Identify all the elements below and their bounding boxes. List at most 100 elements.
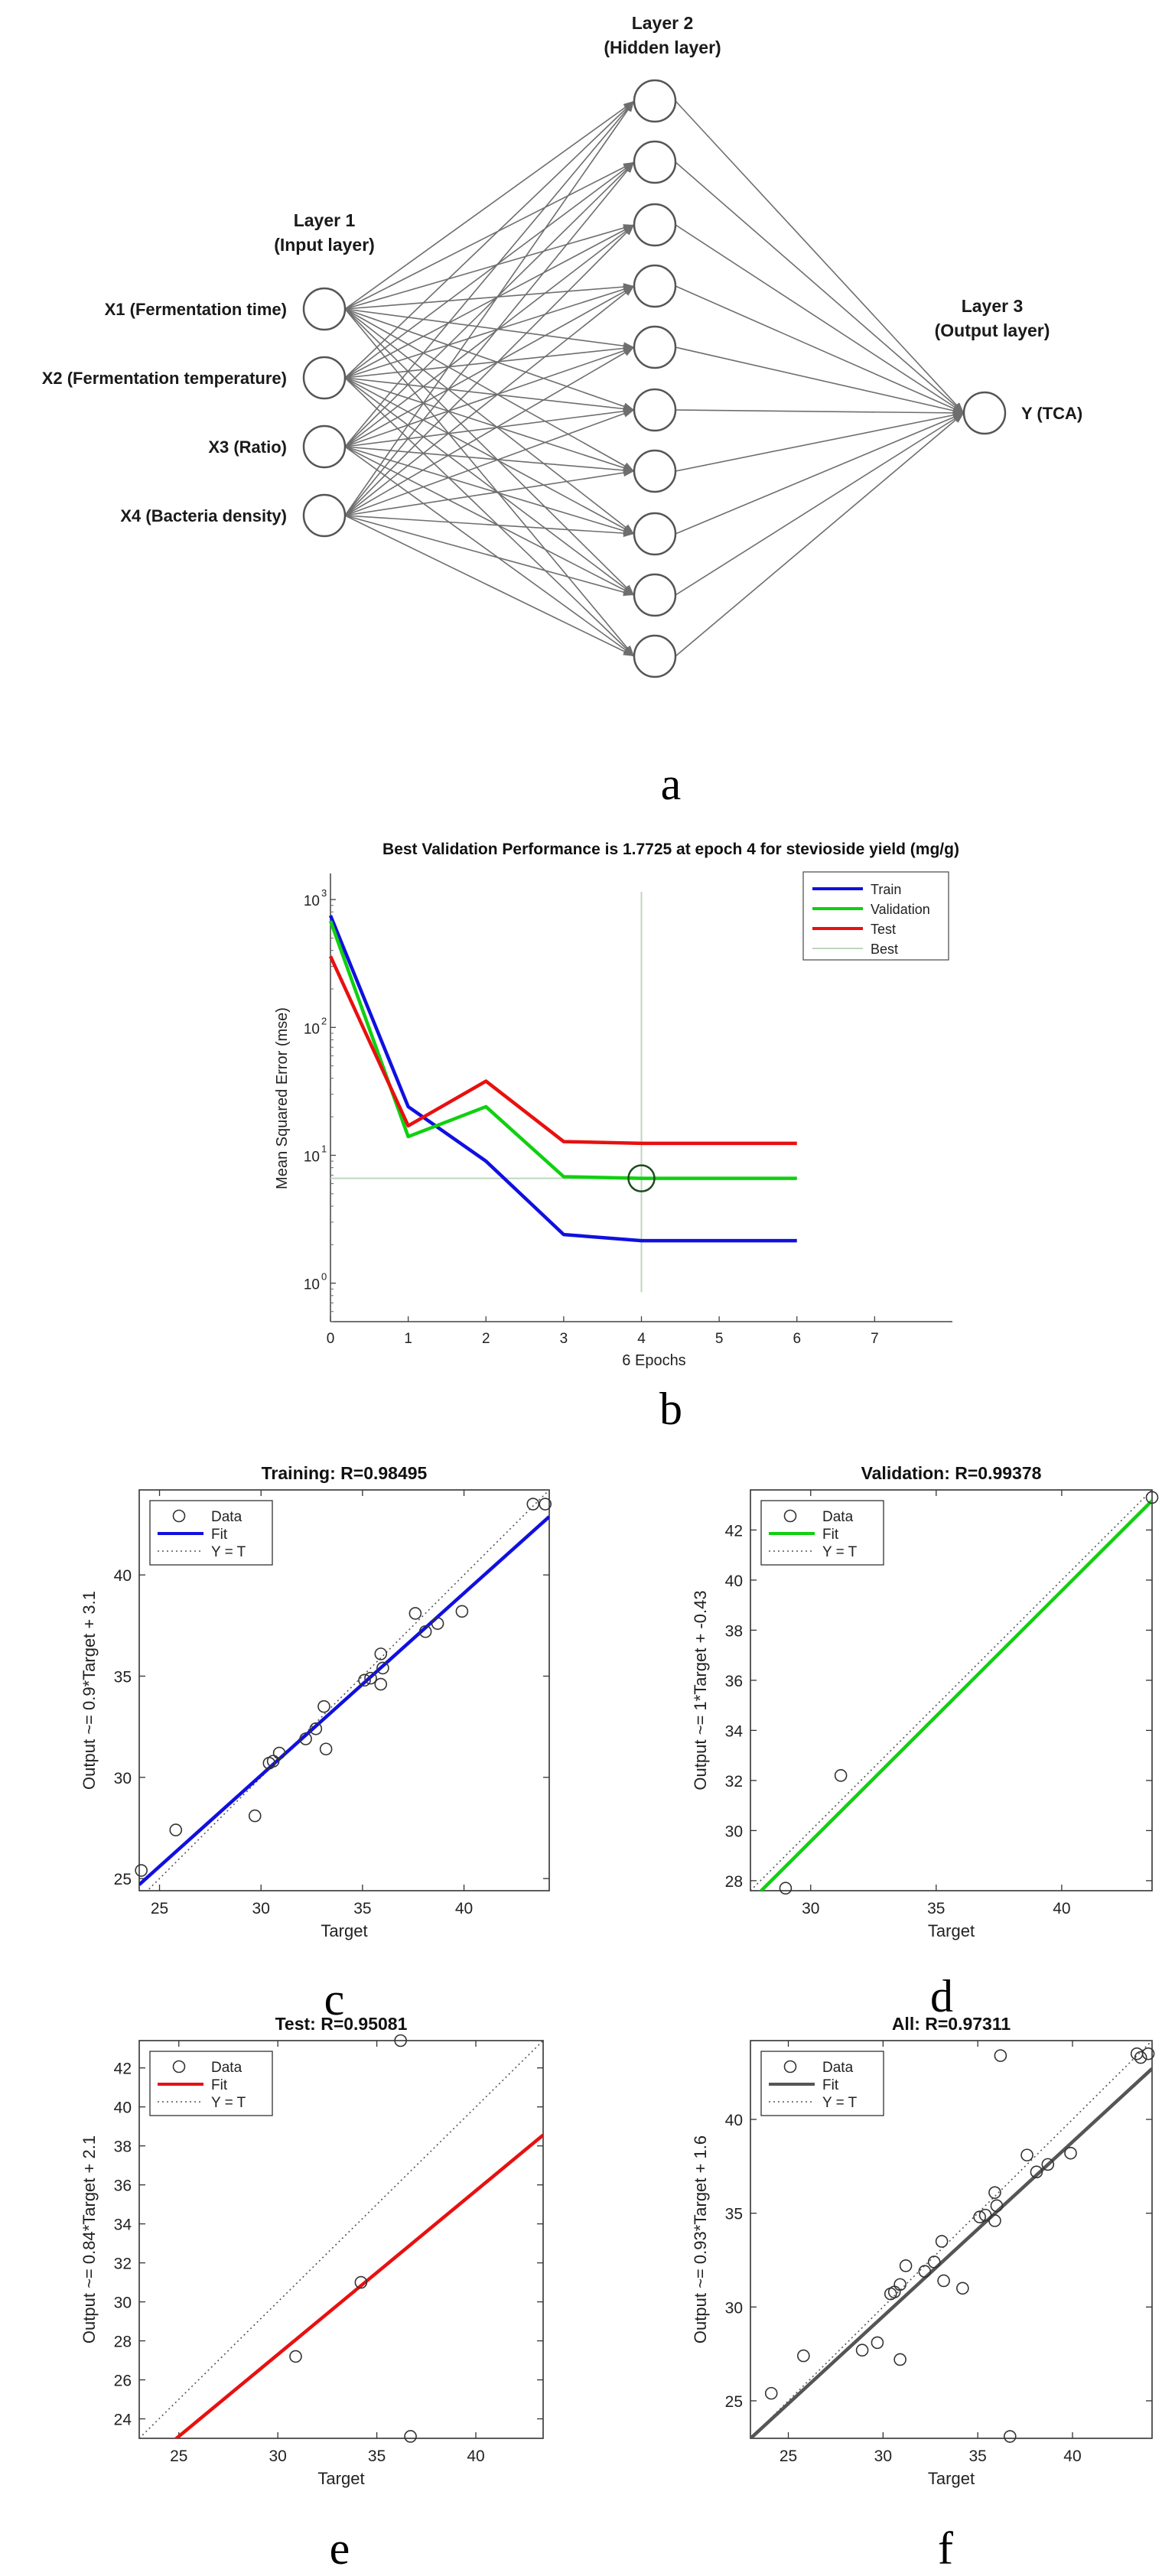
panel-c-training-regression: 25 30 35 40 25 30 35 40 Training: R=0.98495 Targe… bbox=[80, 1463, 552, 2025]
edge-input-hidden bbox=[344, 308, 635, 596]
edge-arrowhead bbox=[953, 413, 964, 423]
y-tick-exponent: 3 bbox=[321, 887, 327, 899]
y-tick-label: 40 bbox=[725, 2112, 743, 2129]
y-axis-label: Mean Squared Error (mse) bbox=[274, 1007, 291, 1189]
data-point bbox=[1141, 2047, 1155, 2060]
edge-input-hidden bbox=[344, 409, 635, 447]
hidden-node bbox=[633, 573, 677, 617]
legend-label: Validation bbox=[871, 902, 930, 917]
edge-input-hidden bbox=[344, 100, 635, 379]
fit-line bbox=[758, 1499, 1152, 1891]
chart-title: Best Validation Performance is 1.7725 at… bbox=[382, 841, 959, 858]
hidden-node bbox=[633, 388, 677, 432]
edge-input-hidden bbox=[344, 308, 635, 472]
edge-input-hidden bbox=[344, 285, 635, 516]
data-point bbox=[408, 1607, 422, 1620]
data-point bbox=[289, 2350, 302, 2363]
x-axis-label: Target bbox=[321, 1921, 367, 1940]
plot-area bbox=[750, 1490, 1152, 1891]
y-tick-label: 28 bbox=[114, 2334, 132, 2351]
edge-input-hidden bbox=[344, 161, 635, 516]
edge-input-hidden bbox=[344, 346, 635, 516]
y-axis-label: Output ~= 0.84*Target + 2.1 bbox=[80, 2135, 99, 2343]
edge-hidden-output bbox=[675, 346, 965, 414]
edge-input-hidden bbox=[344, 308, 635, 657]
legend-label: Y = T bbox=[211, 2095, 246, 2111]
input-label: X3 (Ratio) bbox=[208, 437, 287, 457]
legend-label: Fit bbox=[822, 2077, 839, 2093]
data-point bbox=[764, 2386, 778, 2400]
plot-title: All: R=0.97311 bbox=[892, 2014, 1011, 2034]
legend-label: Test bbox=[871, 922, 896, 937]
edge-input-hidden bbox=[344, 346, 635, 379]
legend-data-marker bbox=[783, 1509, 797, 1523]
y-axis-label: Output ~= 0.93*Target + 1.6 bbox=[691, 2135, 710, 2343]
y-tick-exponent: 0 bbox=[321, 1271, 327, 1283]
x-tick-label: 30 bbox=[269, 2448, 286, 2465]
legend-label: Y = T bbox=[822, 1544, 858, 1560]
edge-input-hidden bbox=[344, 377, 635, 535]
panel-label-a: a bbox=[661, 759, 682, 809]
plot-title: Validation: R=0.99378 bbox=[861, 1463, 1042, 1483]
y-tick-label: 40 bbox=[114, 1567, 132, 1585]
x-tick-label: 35 bbox=[968, 2448, 986, 2465]
edge-input-hidden bbox=[344, 285, 635, 379]
edge-input-hidden bbox=[344, 446, 635, 472]
panel-e-test-regression: 25 30 35 40 24 26 28 30 32 34 36 38 40 42 Test: R=0.95… bbox=[80, 2014, 544, 2574]
layer-1-subtitle: (Input layer) bbox=[274, 235, 375, 255]
edge-hidden-output bbox=[675, 409, 965, 414]
plot-title: Training: R=0.98495 bbox=[262, 1463, 428, 1483]
x-tick-label: 5 bbox=[715, 1331, 724, 1347]
x-tick-label: 30 bbox=[252, 1900, 270, 1917]
y-tick-label: 30 bbox=[725, 1823, 743, 1840]
x-tick-label: 6 bbox=[793, 1331, 801, 1347]
legend-label: Data bbox=[822, 1509, 854, 1525]
data-point bbox=[299, 1732, 312, 1745]
y-tick-label: 26 bbox=[114, 2373, 132, 2390]
plot-area bbox=[750, 2041, 1152, 2438]
input-label: X1 (Fermentation time) bbox=[105, 300, 287, 319]
y-tick-label: 42 bbox=[725, 1522, 743, 1540]
data-point bbox=[918, 2265, 932, 2278]
edge-input-hidden bbox=[344, 409, 635, 516]
data-point bbox=[526, 1498, 540, 1511]
x-tick-label: 2 bbox=[482, 1331, 490, 1347]
x-axis-label: Target bbox=[928, 1921, 975, 1940]
legend-data-marker bbox=[172, 1509, 186, 1523]
panel-d-validation-regression: 30 35 40 28 30 32 34 36 38 40 42 Validation: R=0.99… bbox=[691, 1463, 1159, 2021]
y-tick-label: 38 bbox=[725, 1622, 743, 1640]
data-point bbox=[779, 1882, 793, 1895]
fit-line bbox=[750, 2067, 1152, 2438]
x-axis-label: Target bbox=[928, 2469, 975, 2488]
input-node bbox=[302, 493, 347, 538]
y-tick-label: 10 bbox=[304, 1149, 320, 1165]
hidden-node bbox=[633, 140, 677, 184]
input-node bbox=[302, 356, 347, 400]
output-label: Y (TCA) bbox=[1021, 404, 1082, 423]
edge-arrowhead bbox=[623, 347, 634, 356]
data-point bbox=[317, 1699, 330, 1713]
edge-input-hidden bbox=[344, 308, 635, 411]
data-point bbox=[893, 2353, 906, 2366]
x-tick-label: 30 bbox=[874, 2448, 892, 2465]
y-tick-label: 35 bbox=[114, 1668, 132, 1686]
panel-label-c: c bbox=[324, 1974, 345, 2025]
data-point bbox=[1041, 2158, 1055, 2171]
edge-input-hidden bbox=[344, 224, 635, 310]
identity-line bbox=[146, 1490, 549, 1891]
data-point bbox=[797, 2349, 810, 2363]
edge-input-hidden bbox=[344, 346, 635, 447]
edge-input-hidden bbox=[344, 224, 635, 447]
y-tick-label: 36 bbox=[725, 1673, 743, 1690]
edge-arrowhead bbox=[623, 648, 634, 656]
edge-input-hidden bbox=[344, 100, 635, 516]
data-point bbox=[990, 2199, 1004, 2213]
y-tick-label: 35 bbox=[725, 2206, 743, 2223]
layer-1-title: Layer 1 bbox=[294, 210, 356, 230]
layer-2-subtitle: (Hidden layer) bbox=[604, 37, 721, 57]
data-point bbox=[418, 1625, 432, 1638]
data-point bbox=[1003, 2430, 1017, 2443]
x-tick-label: 25 bbox=[151, 1900, 168, 1917]
y-tick-exponent: 2 bbox=[321, 1015, 327, 1026]
input-node bbox=[302, 424, 347, 469]
